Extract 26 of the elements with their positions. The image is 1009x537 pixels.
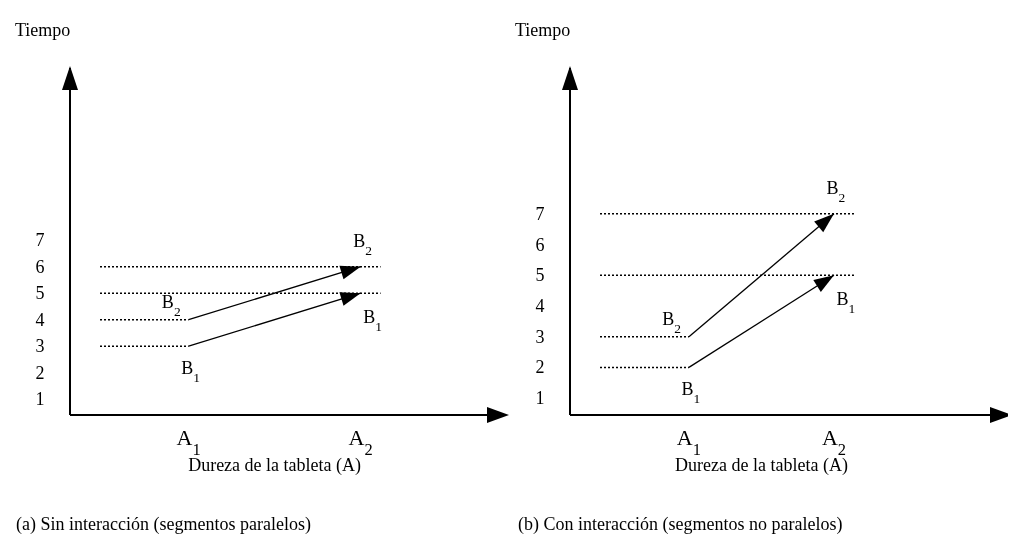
y-tick-label: 1 bbox=[35, 389, 45, 410]
y-tick-label: 7 bbox=[535, 203, 545, 224]
y-tick-label: 4 bbox=[35, 309, 45, 330]
y-tick-label: 6 bbox=[35, 256, 45, 277]
y-tick-label: 4 bbox=[535, 295, 545, 316]
y-tick-label: 2 bbox=[535, 357, 545, 378]
y-tick-label: 5 bbox=[35, 283, 45, 304]
text: B$_{2}$ bbox=[826, 177, 846, 205]
y-tick-label: 3 bbox=[535, 326, 545, 347]
y-tick-label: 7 bbox=[35, 230, 45, 251]
y-tick-label: 6 bbox=[535, 234, 545, 255]
text: B$_{1}$ bbox=[363, 307, 382, 334]
text: (b) Con interacción (segmentos no paralelos) bbox=[518, 514, 843, 535]
y-tick-label: 1 bbox=[535, 388, 545, 409]
series-label: B$_{1}$ bbox=[836, 289, 856, 316]
y-tick-label: 5 bbox=[535, 265, 545, 286]
y-axis-title: Tiempo bbox=[15, 20, 71, 40]
y-tick-label: 3 bbox=[35, 336, 45, 357]
series-label: B$_{2}$ bbox=[161, 291, 181, 319]
text: B$_{2}$ bbox=[353, 230, 372, 258]
y-axis-title: Tiempo bbox=[515, 20, 571, 40]
series-label: B$_{2}$ bbox=[662, 308, 681, 336]
text: B$_{1}$ bbox=[681, 379, 701, 406]
text: (a) Sin interacción (segmentos paralelos) bbox=[16, 514, 311, 535]
y-tick-label: 2 bbox=[35, 362, 45, 383]
series-label: B$_{1}$ bbox=[181, 358, 201, 385]
